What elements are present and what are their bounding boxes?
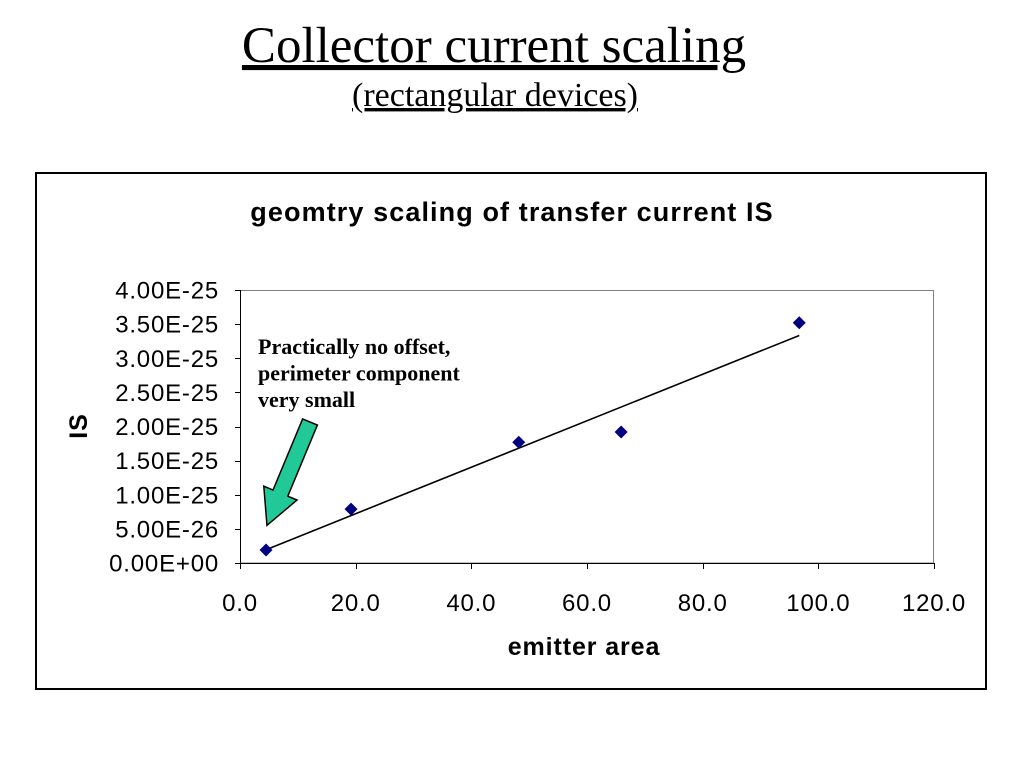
x-tick-label: 120.0 (902, 590, 966, 617)
y-axis-title: IS (65, 413, 93, 438)
annotation-line-3: very small (258, 387, 355, 412)
chart-title: geomtry scaling of transfer current IS (250, 197, 773, 227)
y-tick-label: 5.00E-26 (115, 516, 219, 543)
slide-subtitle: (rectangular devices) (352, 77, 638, 114)
y-tick-label: 3.00E-25 (115, 346, 219, 373)
chart: geomtry scaling of transfer current IS 0… (35, 172, 987, 690)
chart-frame (35, 172, 987, 690)
y-tick-label: 2.50E-25 (115, 380, 219, 407)
annotation-arrow (262, 417, 319, 527)
annotation-text: Practically no offset, perimeter compone… (258, 334, 465, 412)
y-tick-label: 4.00E-25 (115, 278, 219, 305)
x-tick-label: 0.0 (222, 590, 258, 617)
slide-title: Collector current scaling (242, 18, 746, 74)
diamond-data-point (512, 435, 526, 449)
diamond-data-point (614, 425, 628, 439)
y-axis-ticks: 0.00E+00 5.00E-26 1.00E-25 1.50E-25 2.00E-25… (109, 278, 241, 578)
x-tick-label: 20.0 (331, 590, 381, 617)
x-tick-label: 60.0 (562, 590, 612, 617)
diamond-data-point (792, 316, 806, 330)
y-tick-label: 0.00E+00 (109, 551, 219, 578)
annotation-line-1: Practically no offset, (258, 334, 450, 359)
data-points (259, 316, 806, 557)
x-axis-title: emitter area (508, 633, 661, 661)
y-tick-label: 1.50E-25 (115, 448, 219, 475)
x-tick-label: 80.0 (678, 590, 728, 617)
x-tick-label: 100.0 (786, 590, 850, 617)
annotation-line-2: perimeter component (258, 361, 460, 386)
y-tick-label: 1.00E-25 (115, 482, 219, 509)
trendline (265, 334, 800, 551)
diamond-data-point (259, 543, 273, 557)
x-tick-label: 40.0 (446, 590, 496, 617)
diamond-data-point (344, 502, 358, 516)
y-tick-label: 3.50E-25 (115, 312, 219, 339)
x-axis-ticks: 0.0 20.0 40.0 60.0 80.0 100.0 120.0 (222, 563, 966, 617)
y-tick-label: 2.00E-25 (115, 414, 219, 441)
